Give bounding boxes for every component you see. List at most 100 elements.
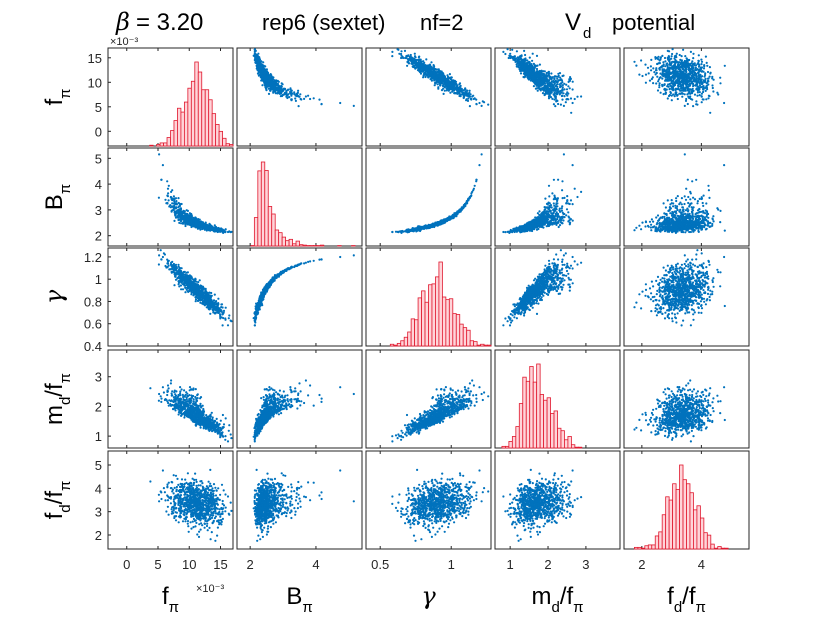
scatter-point xyxy=(204,226,207,229)
scatter-point xyxy=(669,63,672,67)
scatter-point xyxy=(644,63,647,66)
scatter-point xyxy=(697,71,700,74)
scatter-point xyxy=(167,192,170,195)
scatter-point xyxy=(560,94,564,98)
scatter-point xyxy=(571,101,574,105)
scatter-point xyxy=(419,62,422,65)
scatter-point xyxy=(676,97,679,101)
scatter-point xyxy=(542,89,546,92)
scatter-point xyxy=(528,61,531,64)
histogram-bar xyxy=(211,113,217,147)
scatter-point xyxy=(391,50,394,54)
scatter-point xyxy=(419,67,422,70)
scatter-point xyxy=(707,77,710,80)
scatter-point xyxy=(684,55,687,58)
scatter-point xyxy=(400,50,403,53)
scatter-point xyxy=(483,101,486,104)
scatter-point xyxy=(186,220,189,223)
scatter-point xyxy=(260,72,263,75)
scatter-point xyxy=(521,68,525,71)
scatter-point xyxy=(539,89,542,92)
scatter-point xyxy=(201,227,204,231)
scatter-point xyxy=(698,91,701,94)
scatter-point xyxy=(659,91,662,94)
scatter-point xyxy=(698,88,701,91)
scatter-point xyxy=(523,73,527,76)
scatter-point xyxy=(711,84,714,87)
panel-grid xyxy=(107,47,750,550)
scatter-point xyxy=(438,77,441,81)
scatter-point xyxy=(640,59,643,62)
scatter-point xyxy=(286,96,289,100)
panel-r1-c4 xyxy=(494,47,621,147)
histogram-bar xyxy=(278,232,283,247)
scatter-point xyxy=(550,72,553,75)
scatter-point xyxy=(559,76,562,79)
scatter-point xyxy=(671,48,674,51)
scatter-point xyxy=(536,82,539,85)
scatter-point xyxy=(559,103,563,106)
scatter-point xyxy=(703,64,706,67)
scatter-point xyxy=(465,91,468,94)
scatter-point xyxy=(693,93,697,96)
scatter-point xyxy=(563,95,566,98)
scatter-point xyxy=(267,74,270,77)
scatter-point xyxy=(535,64,538,67)
scatter-point xyxy=(562,92,565,95)
histogram-bar xyxy=(229,144,234,147)
scatter-point xyxy=(696,91,700,94)
scatter-point xyxy=(186,223,189,226)
scatter-point xyxy=(661,54,664,58)
scatter-point xyxy=(320,102,323,106)
histogram-bar xyxy=(173,120,178,147)
scatter-point xyxy=(423,68,426,71)
scatter-point xyxy=(519,72,523,75)
scatter-point xyxy=(173,219,176,222)
scatter-point xyxy=(269,87,272,90)
scatter-point xyxy=(676,94,679,97)
scatter-point xyxy=(686,102,689,106)
scatter-point xyxy=(700,66,704,69)
scatter-point xyxy=(198,218,201,221)
scatter-point xyxy=(544,78,547,81)
scatter-point xyxy=(686,86,689,89)
scatter-point xyxy=(664,92,667,95)
scatter-point xyxy=(254,61,257,64)
scatter-point xyxy=(318,98,321,101)
scatter-point xyxy=(688,72,691,75)
scatter-point xyxy=(670,99,673,102)
histogram-bar xyxy=(177,107,182,147)
scatter-point xyxy=(523,61,526,64)
scatter-point xyxy=(269,78,273,81)
scatter-point xyxy=(690,90,694,93)
scatter-point xyxy=(662,61,665,64)
scatter-point xyxy=(569,97,573,100)
scatter-point xyxy=(205,229,208,232)
scatter-point xyxy=(666,49,669,53)
scatter-point xyxy=(427,69,430,72)
scatter-point xyxy=(692,78,696,81)
scatter-point xyxy=(259,68,262,71)
scatter-point xyxy=(254,56,258,60)
scatter-point xyxy=(567,85,570,88)
scatter-point xyxy=(173,199,176,203)
scatter-point xyxy=(194,223,197,226)
histogram-bar xyxy=(215,124,220,147)
scatter-point xyxy=(431,77,434,80)
scatter-point xyxy=(566,91,569,94)
scatter-point xyxy=(188,212,191,215)
scatter-point xyxy=(683,61,686,64)
scatter-point xyxy=(296,91,299,94)
scatter-point xyxy=(688,84,691,87)
scatter-point xyxy=(659,57,662,60)
scatter-point xyxy=(685,57,688,60)
scatter-point xyxy=(547,84,551,87)
scatter-point xyxy=(675,75,678,78)
histogram-bar xyxy=(274,229,280,247)
scatter-point xyxy=(702,88,705,91)
scatter-point xyxy=(689,88,692,91)
scatter-point xyxy=(437,87,440,90)
scatter-point xyxy=(548,94,551,97)
scatter-point xyxy=(684,80,687,83)
scatter-point xyxy=(264,71,267,74)
